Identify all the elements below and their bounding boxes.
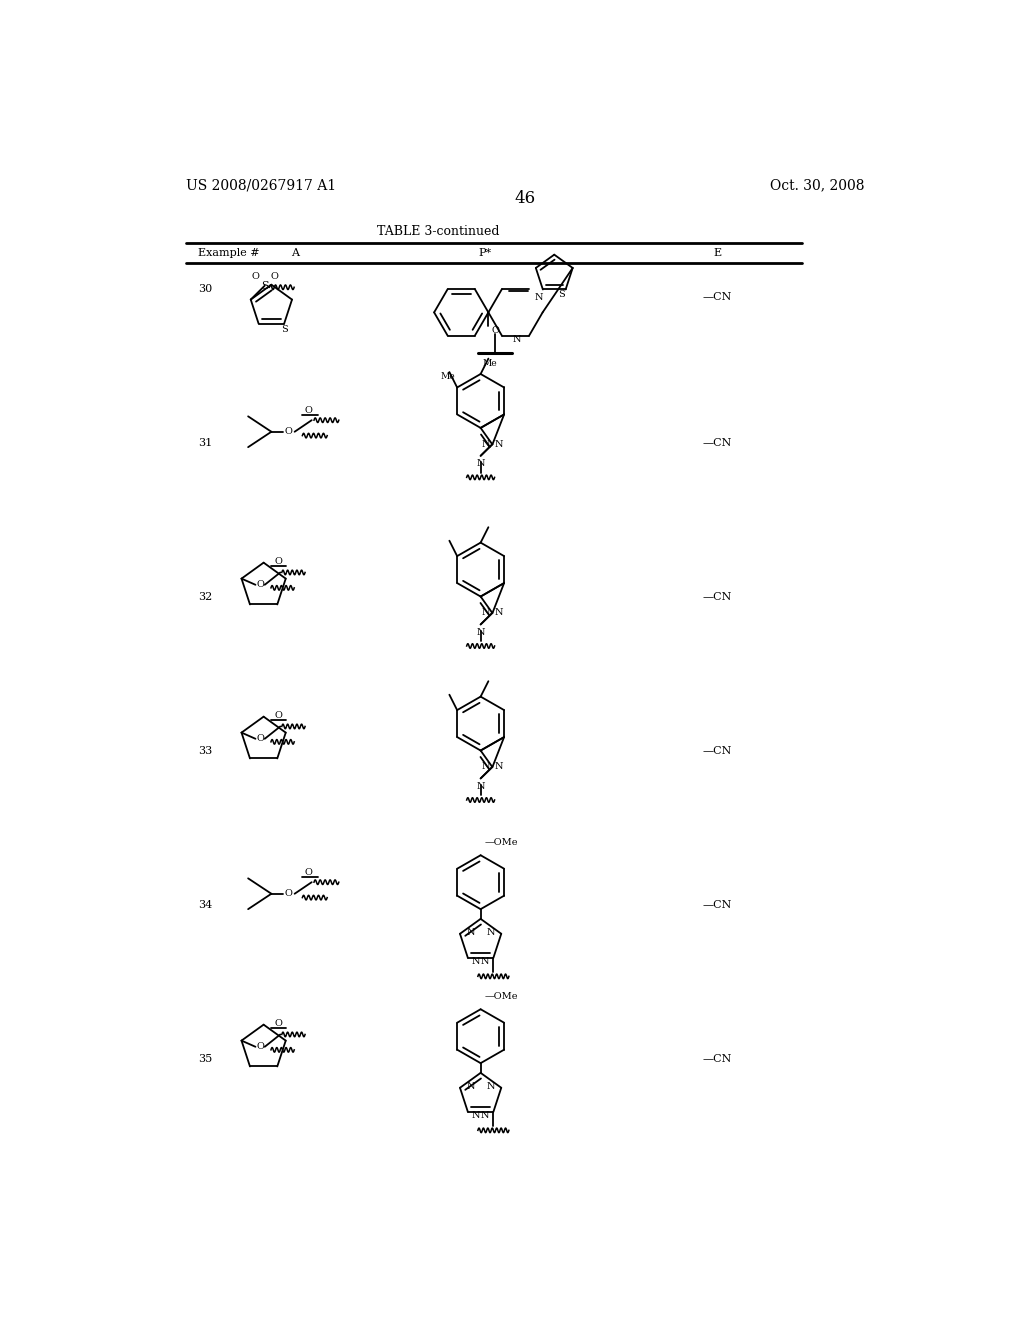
Text: N: N [472,1111,480,1121]
Text: O: O [256,1043,264,1051]
Text: N: N [476,781,485,791]
Text: N: N [481,1111,489,1121]
Text: O: O [285,890,293,898]
Text: N: N [482,763,490,771]
Text: N: N [482,609,490,618]
Text: A: A [291,248,299,259]
Text: P*: P* [478,248,492,259]
Text: N: N [476,627,485,636]
Text: O: O [252,272,259,281]
Text: N: N [535,293,543,302]
Text: —CN: —CN [702,1055,732,1064]
Text: O: O [285,428,293,436]
Text: N: N [466,1081,475,1090]
Text: —CN: —CN [702,593,732,602]
Text: —OMe: —OMe [484,838,518,847]
Text: 33: 33 [198,746,212,756]
Text: O: O [274,711,283,721]
Text: O: O [270,272,278,281]
Text: O: O [304,405,312,414]
Text: —CN: —CN [702,292,732,302]
Text: 46: 46 [514,190,536,207]
Text: N: N [495,763,503,771]
Text: N: N [513,335,521,345]
Text: N: N [472,957,480,966]
Text: —CN: —CN [702,438,732,449]
Text: O: O [274,557,283,566]
Text: O: O [256,581,264,589]
Text: —OMe: —OMe [484,993,518,1002]
Text: 31: 31 [198,438,212,449]
Text: Me: Me [440,372,455,381]
Text: N: N [481,957,489,966]
Text: O: O [492,326,500,334]
Text: N: N [486,1081,495,1090]
Text: 34: 34 [198,900,212,911]
Text: Oct. 30, 2008: Oct. 30, 2008 [770,178,864,193]
Text: 35: 35 [198,1055,212,1064]
Text: S: S [261,281,268,290]
Text: S: S [558,290,565,300]
Text: N: N [486,928,495,937]
Text: 32: 32 [198,593,212,602]
Text: S: S [281,325,288,334]
Text: TABLE 3-continued: TABLE 3-continued [377,224,500,238]
Text: O: O [256,734,264,743]
Text: US 2008/0267917 A1: US 2008/0267917 A1 [186,178,336,193]
Text: E: E [713,248,721,259]
Text: N: N [495,609,503,618]
Text: Me: Me [483,359,498,368]
Text: O: O [274,1019,283,1028]
Text: —CN: —CN [702,746,732,756]
Text: 30: 30 [198,284,212,294]
Text: Example #: Example # [198,248,259,259]
Text: N: N [466,928,475,937]
Text: N: N [482,440,490,449]
Text: N: N [476,459,485,469]
Text: O: O [304,867,312,876]
Text: N: N [495,440,503,449]
Text: —CN: —CN [702,900,732,911]
